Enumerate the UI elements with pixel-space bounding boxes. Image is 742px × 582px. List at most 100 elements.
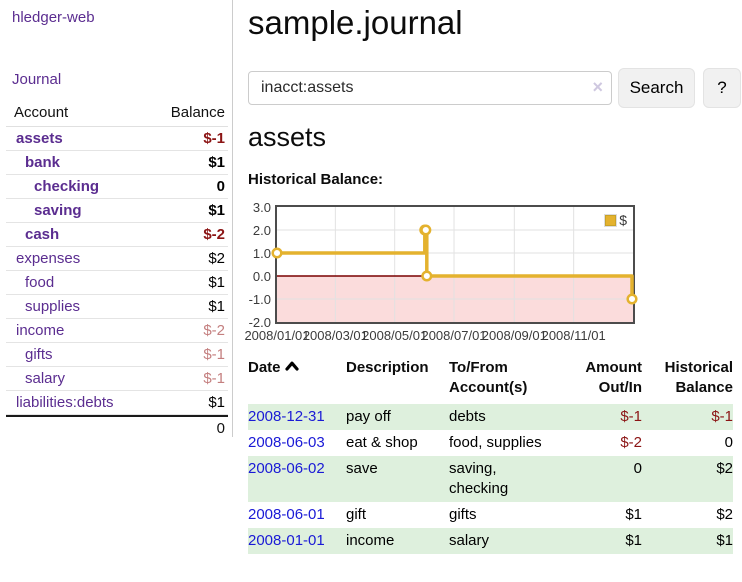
account-balance: $-2 xyxy=(203,226,225,243)
column-header-description[interactable]: Description xyxy=(346,359,429,376)
x-axis-tick-label: 2008/01/01 xyxy=(244,328,310,343)
transaction-accounts-cell: salary xyxy=(449,532,490,549)
search-button[interactable]: Search xyxy=(618,68,695,108)
transaction-row[interactable]: 2008-06-01 gift gifts $1 $2 xyxy=(248,502,733,528)
account-link[interactable]: food xyxy=(25,274,55,291)
account-row: supplies $1 xyxy=(6,295,228,319)
account-row: income $-2 xyxy=(6,319,228,343)
account-row: bank $1 xyxy=(6,151,228,175)
account-link[interactable]: income xyxy=(16,322,65,339)
account-balance: $1 xyxy=(208,394,225,411)
account-link[interactable]: assets xyxy=(16,130,63,147)
register-header-row: Date Description To/From Account(s) Amou… xyxy=(248,356,733,404)
clear-search-icon[interactable]: × xyxy=(592,77,603,97)
x-axis-tick-label: 2008/09/01 xyxy=(481,328,547,343)
account-row: saving $1 xyxy=(6,199,228,223)
account-balance: 0 xyxy=(216,178,225,195)
column-header-balance[interactable]: Historical Balance xyxy=(664,359,733,396)
transaction-balance-cell: $2 xyxy=(716,460,733,477)
page-title: sample.journal xyxy=(248,4,463,41)
account-link[interactable]: liabilities:debts xyxy=(16,394,114,411)
account-link[interactable]: cash xyxy=(25,226,60,243)
y-axis-tick-label: 3.0 xyxy=(252,199,271,215)
transaction-amount-cell: 0 xyxy=(633,460,642,477)
account-column-header: Account xyxy=(14,104,69,121)
accounts-table: Account Balance assets $-1 bank $1 checking 0… xyxy=(0,100,228,437)
account-row: liabilities:debts $1 xyxy=(6,391,228,415)
column-header-accounts[interactable]: To/From Account(s) xyxy=(449,359,528,396)
search-input[interactable] xyxy=(248,71,612,105)
chart-legend: $ xyxy=(604,212,627,228)
x-axis-tick-label: 2008/03/01 xyxy=(302,328,368,343)
column-header-date[interactable]: Date xyxy=(248,356,346,404)
brand-link[interactable]: hledger-web xyxy=(12,9,95,26)
transaction-date-link[interactable]: 2008-06-02 xyxy=(248,460,325,477)
transaction-date-link[interactable]: 2008-06-01 xyxy=(248,506,325,523)
account-balance: $1 xyxy=(208,202,225,219)
y-axis-tick-label: 0.0 xyxy=(252,268,271,284)
help-button[interactable]: ? xyxy=(703,68,741,108)
chart-marker xyxy=(626,293,638,305)
account-row: cash $-2 xyxy=(6,223,228,247)
sidebar: hledger-web Journal Account Balance asse… xyxy=(0,0,233,437)
transaction-description-cell: income xyxy=(346,532,395,549)
transaction-amount-cell: $-2 xyxy=(620,434,642,451)
transaction-amount-cell: $1 xyxy=(625,532,642,549)
legend-label: $ xyxy=(619,212,627,228)
transaction-row[interactable]: 2008-06-02 save saving, checking 0 $2 xyxy=(248,456,733,502)
chart-canvas xyxy=(271,207,638,322)
accounts-table-header: Account Balance xyxy=(6,100,228,127)
transaction-accounts-cell: gifts xyxy=(449,506,477,523)
transaction-date-link[interactable]: 2008-06-03 xyxy=(248,434,325,451)
account-link[interactable]: bank xyxy=(25,154,61,171)
transaction-balance-cell: 0 xyxy=(724,434,733,451)
transaction-date-link[interactable]: 2008-12-31 xyxy=(248,408,325,425)
transaction-row[interactable]: 2008-01-01 income salary $1 $1 xyxy=(248,528,733,554)
account-heading: assets xyxy=(248,122,327,152)
account-link[interactable]: checking xyxy=(34,178,100,195)
account-rows: assets $-1 bank $1 checking 0 saving $1 cash $-2 e… xyxy=(0,127,228,415)
account-row: expenses $2 xyxy=(6,247,228,271)
account-balance: $-1 xyxy=(203,346,225,363)
account-balance: $1 xyxy=(208,274,225,291)
column-header-date-label: Date xyxy=(248,359,281,376)
transaction-balance-cell: $-1 xyxy=(711,408,733,425)
column-header-amount[interactable]: Amount Out/In xyxy=(585,359,642,396)
balance-column-header: Balance xyxy=(170,104,225,121)
account-row: assets $-1 xyxy=(6,127,228,151)
x-axis-tick-label: 2008/05/01 xyxy=(362,328,428,343)
account-balance: $2 xyxy=(208,250,225,267)
transaction-date-link[interactable]: 2008-01-01 xyxy=(248,532,325,549)
account-link[interactable]: saving xyxy=(34,202,82,219)
transaction-date-cell: 2008-06-03 xyxy=(248,430,346,456)
transaction-row[interactable]: 2008-12-31 pay off debts $-1 $-1 xyxy=(248,404,733,430)
account-link[interactable]: supplies xyxy=(25,298,81,315)
account-row: food $1 xyxy=(6,271,228,295)
account-row: checking 0 xyxy=(6,175,228,199)
sort-ascending-icon xyxy=(284,361,299,371)
transaction-date-cell: 2008-01-01 xyxy=(248,528,346,554)
transaction-date-cell: 2008-12-31 xyxy=(248,404,346,430)
total-balance: 0 xyxy=(216,420,225,437)
transaction-description-cell: save xyxy=(346,460,378,477)
x-axis-tick-label: 2008/11/01 xyxy=(541,328,606,343)
y-axis-tick-label: -1.0 xyxy=(248,291,271,307)
transaction-row[interactable]: 2008-06-03 eat & shop food, supplies $-2 0 xyxy=(248,430,733,456)
sidebar-item-journal[interactable]: Journal xyxy=(12,71,62,88)
account-link[interactable]: expenses xyxy=(16,250,81,267)
transaction-accounts-cell: saving, checking xyxy=(449,460,509,497)
transaction-balance-cell: $2 xyxy=(716,506,733,523)
account-row: salary $-1 xyxy=(6,367,228,391)
account-link[interactable]: gifts xyxy=(25,346,53,363)
chart-plot-area: $ xyxy=(271,205,638,324)
account-balance: $-1 xyxy=(203,130,225,147)
chart-marker xyxy=(421,270,433,282)
transaction-description-cell: pay off xyxy=(346,408,391,425)
search-form: × xyxy=(248,71,612,105)
account-row: gifts $-1 xyxy=(6,343,228,367)
transaction-amount-cell: $1 xyxy=(625,506,642,523)
chart-title: Historical Balance: xyxy=(248,171,384,188)
account-link[interactable]: salary xyxy=(25,370,66,387)
y-axis-tick-label: 2.0 xyxy=(252,222,271,238)
